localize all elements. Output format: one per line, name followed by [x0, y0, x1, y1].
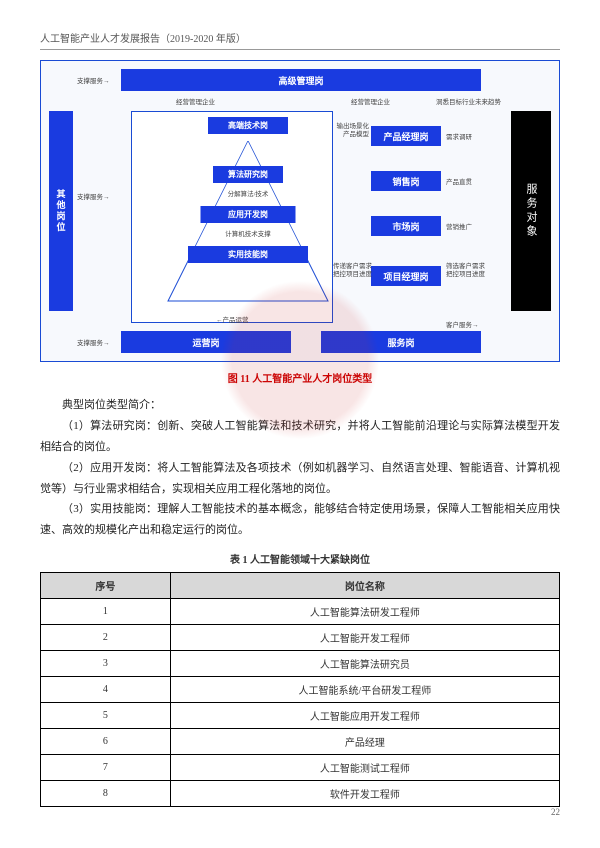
cell-name: 人工智能算法研究员	[170, 651, 559, 677]
table-caption: 表 1 人工智能领域十大紧缺岗位	[40, 551, 560, 566]
mgmt-enterprise-l: 经营管理企业	[176, 96, 215, 106]
b4-left: 传递客户需求把控项目进度	[333, 263, 369, 279]
pyr-l2-sub: 分解算法/技术	[228, 188, 269, 198]
product-ops: ←产品运营	[216, 314, 249, 324]
cell-n: 1	[41, 599, 171, 625]
pyramid: 高端技术岗 算法研究岗 分解算法/技术 应用开发岗 计算机技术支撑 实用技能岗	[163, 111, 333, 306]
sales-box: 销售岗	[371, 171, 441, 191]
table-row: 2人工智能开发工程师	[41, 625, 560, 651]
proj-mgr-box: 项目经理岗	[371, 266, 441, 286]
pyr-l3-sub: 计算机技术支撑	[225, 228, 271, 238]
mgmt-enterprise-r: 经营管理企业	[351, 96, 390, 106]
b4-right: 筛选客户需求把控项目进度	[446, 263, 485, 279]
top-mgmt-box: 高级管理岗	[121, 69, 481, 91]
support-bot: 支撑服务→	[77, 337, 110, 347]
shortage-table: 序号 岗位名称 1人工智能算法研发工程师 2人工智能开发工程师 3人工智能算法研…	[40, 572, 560, 807]
cell-name: 产品经理	[170, 729, 559, 755]
ops-box: 运营岗	[121, 331, 291, 353]
b2-right: 产品直贯	[446, 176, 472, 186]
table-row: 4人工智能系统/平台研发工程师	[41, 677, 560, 703]
table-row: 7人工智能测试工程师	[41, 755, 560, 781]
left-other-box: 其他岗位	[49, 111, 73, 311]
col-name: 岗位名称	[170, 573, 559, 599]
cell-name: 人工智能应用开发工程师	[170, 703, 559, 729]
cell-n: 8	[41, 781, 171, 807]
col-num: 序号	[41, 573, 171, 599]
intro-line: 典型岗位类型简介：	[40, 395, 560, 416]
pyr-l2: 算法研究岗	[213, 166, 283, 183]
table-row: 3人工智能算法研究员	[41, 651, 560, 677]
pyr-l4: 实用技能岗	[188, 246, 308, 263]
org-diagram: 高级管理岗 其他岗位 服务对象 运营岗 服务岗 支撑服务→ 支撑服务→ 支撑服务…	[40, 60, 560, 362]
cell-name: 人工智能开发工程师	[170, 625, 559, 651]
b1-left: 输出场景化产品模型	[333, 123, 369, 139]
table-header-row: 序号 岗位名称	[41, 573, 560, 599]
cell-n: 6	[41, 729, 171, 755]
cell-n: 5	[41, 703, 171, 729]
support-mid: 支撑服务→	[77, 191, 110, 201]
para-1: （1）算法研究岗：创新、突破人工智能算法和技术研究，并将人工智能前沿理论与实际算…	[40, 416, 560, 458]
pyr-top: 高端技术岗	[208, 117, 288, 134]
table-row: 8软件开发工程师	[41, 781, 560, 807]
market-box: 市场岗	[371, 216, 441, 236]
cell-name: 人工智能测试工程师	[170, 755, 559, 781]
cell-n: 3	[41, 651, 171, 677]
prod-mgr-box: 产品经理岗	[371, 126, 441, 146]
table-row: 1人工智能算法研发工程师	[41, 599, 560, 625]
cell-n: 7	[41, 755, 171, 781]
b1-right: 需求调研	[446, 131, 472, 141]
para-3: （3）实用技能岗：理解人工智能技术的基本概念，能够结合特定使用场景，保障人工智能…	[40, 499, 560, 541]
cell-n: 4	[41, 677, 171, 703]
support-top: 支撑服务→	[77, 75, 110, 85]
table-row: 6产品经理	[41, 729, 560, 755]
cell-name: 软件开发工程师	[170, 781, 559, 807]
service-box: 服务岗	[321, 331, 481, 353]
figure-caption: 图 11 人工智能产业人才岗位类型	[40, 370, 560, 385]
trend-label: 洞悉目标行业未来趋势	[436, 96, 501, 106]
pyr-l3: 应用开发岗	[201, 206, 296, 223]
document-page: 人工智能产业人才发展报告（2019-2020 年版） 高级管理岗 其他岗位 服务…	[0, 0, 600, 827]
page-number: 22	[551, 807, 560, 817]
page-header: 人工智能产业人才发展报告（2019-2020 年版）	[40, 30, 560, 50]
b3-right: 营销推广	[446, 221, 472, 231]
para-2: （2）应用开发岗：将人工智能算法及各项技术（例如机器学习、自然语言处理、智能语音…	[40, 458, 560, 500]
service-target-box: 服务对象	[511, 111, 551, 311]
cell-name: 人工智能算法研发工程师	[170, 599, 559, 625]
cust-service: 客户服务→	[446, 319, 479, 329]
cell-name: 人工智能系统/平台研发工程师	[170, 677, 559, 703]
cell-n: 2	[41, 625, 171, 651]
table-row: 5人工智能应用开发工程师	[41, 703, 560, 729]
